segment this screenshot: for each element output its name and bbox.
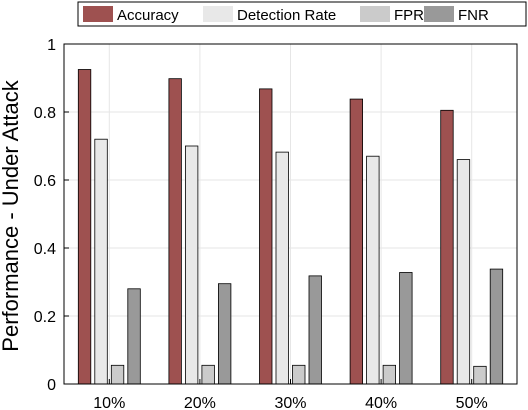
legend: Accuracy Detection Rate FPR FNR <box>77 1 527 27</box>
bar-fpr <box>473 365 487 385</box>
y-tick-label: 1 <box>47 37 56 54</box>
bar-fnr <box>489 268 504 385</box>
legend-label: FNR <box>458 7 489 24</box>
x-tick-labels: 10% 20% 30% 40% 50% <box>93 395 487 410</box>
bar-fpr <box>382 364 397 385</box>
legend-label: Accuracy <box>117 7 179 24</box>
bar-fnr <box>399 272 413 385</box>
plot-frame <box>63 43 518 385</box>
y-tick-label: 0.4 <box>34 241 56 258</box>
x-tick-label: 10% <box>93 395 125 410</box>
legend-swatch <box>424 6 454 22</box>
legend-swatch <box>83 6 113 22</box>
x-tick-label: 40% <box>365 395 397 410</box>
x-tick-label: 50% <box>456 395 488 410</box>
bar-detection-rate <box>275 151 289 385</box>
bar-detection-rate <box>184 145 199 385</box>
bar-detection-rate <box>94 138 108 385</box>
y-tick-labels: 0 0.2 0.4 0.6 0.8 1 <box>34 37 56 394</box>
bar-fpr <box>292 364 306 385</box>
legend-swatch <box>203 6 233 22</box>
y-axis-label: Performance - Under Attack <box>0 79 23 351</box>
axes <box>63 43 518 385</box>
bar-fnr <box>127 288 141 385</box>
x-tick-label: 20% <box>184 395 216 410</box>
bar-accuracy <box>77 69 92 385</box>
bar-fpr <box>110 364 125 385</box>
legend-label: Detection Rate <box>237 7 336 24</box>
bar-accuracy <box>168 78 182 385</box>
x-tick-label: 30% <box>274 395 306 410</box>
y-tick-label: 0.6 <box>34 173 56 190</box>
y-tick-label: 0 <box>47 377 56 394</box>
bar-fpr <box>201 364 215 385</box>
y-tick-label: 0.8 <box>34 105 56 122</box>
bar-accuracy <box>349 98 364 385</box>
legend-label: FPR <box>394 7 424 24</box>
bar-fnr <box>308 275 322 385</box>
bar-detection-rate <box>366 155 380 385</box>
bar-detection-rate <box>456 159 471 385</box>
bar-accuracy <box>259 88 273 385</box>
bar-accuracy <box>440 109 454 385</box>
bar-fnr <box>217 283 232 385</box>
legend-swatch <box>360 6 390 22</box>
y-tick-label: 0.2 <box>34 309 56 326</box>
